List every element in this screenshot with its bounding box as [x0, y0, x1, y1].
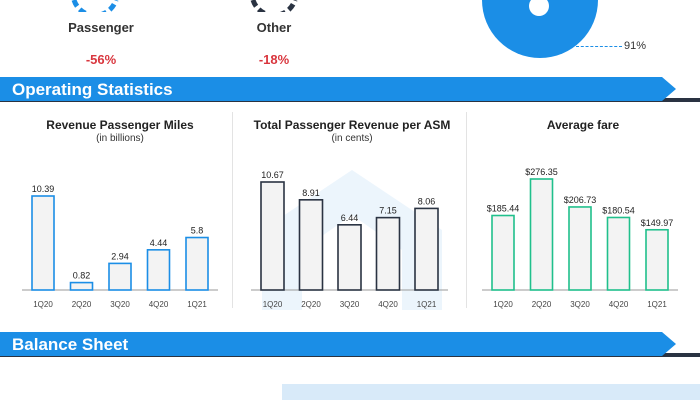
kpi-label: Passenger — [68, 20, 134, 35]
balance-sheet-banner: Balance Sheet — [0, 332, 676, 356]
chart-revenue-passenger-miles: Revenue Passenger Miles (in billions) 10… — [0, 116, 240, 316]
bar — [414, 207, 439, 291]
data-label: $149.97 — [641, 218, 674, 228]
data-label: $180.54 — [602, 205, 635, 215]
x-tick-label: 2Q20 — [72, 300, 92, 309]
chart-plot: 10.39 1Q20 0.82 2Q20 2.94 3Q20 4.44 4Q20 5.8 1Q21 — [22, 184, 218, 309]
balance-sheet-panel — [282, 384, 700, 400]
x-tick-label: 2Q20 — [301, 300, 321, 309]
x-tick-label: 2Q20 — [532, 300, 552, 309]
x-tick-label: 3Q20 — [340, 300, 360, 309]
data-label: 8.06 — [418, 196, 436, 206]
bar — [260, 181, 285, 291]
bar — [337, 224, 362, 291]
operating-statistics-banner: Operating Statistics — [0, 77, 676, 101]
chart-plot: $185.44 1Q20 $276.35 2Q20 $206.73 3Q20 $180.54… — [482, 167, 678, 309]
data-label: 8.91 — [302, 188, 320, 198]
bar — [185, 236, 209, 291]
data-label: $206.73 — [564, 195, 597, 205]
bar — [606, 216, 631, 291]
chart-title: Total Passenger Revenue per ASM — [253, 118, 451, 132]
data-label: 10.39 — [32, 184, 55, 194]
x-tick-label: 1Q20 — [493, 300, 513, 309]
data-label: 4.44 — [150, 238, 168, 248]
x-tick-label: 4Q20 — [378, 300, 398, 309]
kpi-label: Other — [256, 20, 292, 35]
bar — [645, 228, 669, 291]
kpi-passenger: Passenger -56% — [41, 20, 161, 67]
bar — [529, 178, 554, 291]
x-tick-label: 1Q21 — [187, 300, 207, 309]
bar — [31, 195, 55, 291]
section-title: Operating Statistics — [12, 80, 173, 99]
x-tick-label: 1Q20 — [263, 300, 283, 309]
data-label: 0.82 — [73, 271, 91, 281]
kpi-other: Other -18% — [214, 20, 334, 67]
data-label: 7.15 — [379, 206, 397, 216]
bar — [146, 249, 171, 291]
x-tick-label: 1Q21 — [417, 300, 437, 309]
passenger-ring-icon — [71, 0, 119, 12]
bar — [69, 281, 94, 291]
chart-divider — [232, 112, 233, 308]
bar — [108, 262, 132, 291]
pie-leader-line — [576, 46, 622, 47]
chart-title: Average fare — [546, 118, 620, 132]
data-label: 5.8 — [191, 226, 204, 236]
bar — [491, 214, 515, 291]
x-tick-label: 1Q21 — [647, 300, 667, 309]
chart-plot: 10.67 1Q20 8.91 2Q20 6.44 3Q20 7.15 4Q20 8.06 1Q2… — [251, 170, 448, 309]
chart-subtitle: (in billions) — [96, 133, 144, 144]
data-label: 10.67 — [261, 170, 284, 180]
data-label: $276.35 — [525, 167, 558, 177]
x-tick-label: 3Q20 — [110, 300, 130, 309]
x-tick-label: 4Q20 — [149, 300, 169, 309]
revenue-pie-chart — [482, 0, 598, 58]
other-ring-icon — [250, 0, 298, 12]
x-tick-label: 3Q20 — [570, 300, 590, 309]
pie-percent-label: 91% — [624, 40, 647, 52]
x-tick-label: 4Q20 — [609, 300, 629, 309]
data-label: 2.94 — [111, 251, 129, 261]
pie-hole — [529, 0, 549, 16]
kpi-value: -18% — [258, 52, 290, 67]
bar — [568, 206, 592, 291]
bar — [375, 216, 401, 291]
pie-slice — [482, 0, 598, 58]
chart-average-fare: Average fare $185.44 1Q20 $276.35 2Q20 $206.… — [466, 116, 700, 316]
data-label: $185.44 — [487, 204, 520, 214]
chart-title: Revenue Passenger Miles — [46, 118, 194, 132]
x-tick-label: 1Q20 — [33, 300, 53, 309]
chart-subtitle: (in cents) — [331, 133, 373, 144]
chart-passenger-revenue-per-asm: Total Passenger Revenue per ASM (in cent… — [232, 116, 472, 316]
bar — [298, 199, 324, 291]
chart-divider — [466, 112, 467, 308]
data-label: 6.44 — [341, 213, 359, 223]
kpi-value: -56% — [85, 52, 117, 67]
section-title: Balance Sheet — [12, 335, 129, 354]
